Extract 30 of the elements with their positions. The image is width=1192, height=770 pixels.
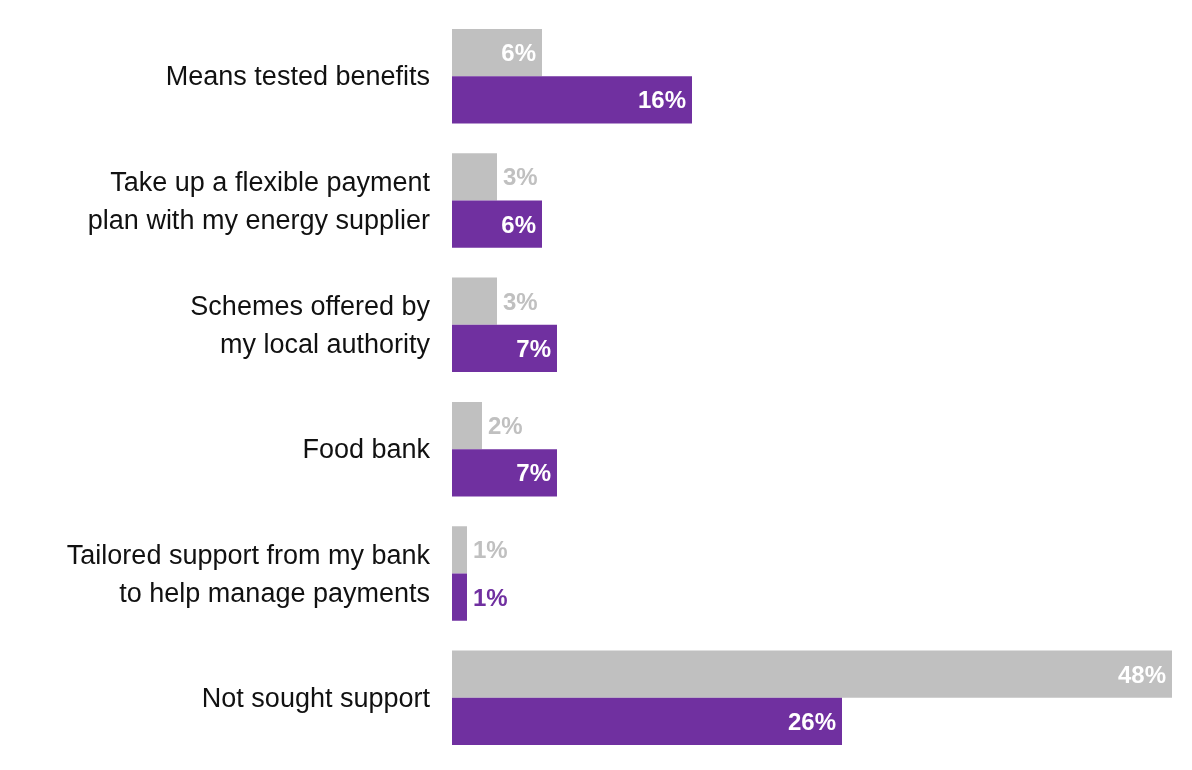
y-tick-label: Tailored support from my bank to help manage payments bbox=[66, 539, 431, 608]
bar bbox=[452, 28, 542, 77]
bar bbox=[452, 200, 542, 248]
bar bbox=[452, 650, 1172, 698]
y-tick-label: Means tested benefits bbox=[165, 61, 430, 92]
bar bbox=[452, 697, 842, 746]
data-label: 16% bbox=[637, 86, 686, 114]
data-label: 3% bbox=[503, 287, 538, 315]
bar bbox=[452, 277, 497, 325]
data-label: 48% bbox=[1117, 660, 1166, 688]
data-label: 7% bbox=[516, 334, 551, 362]
bar bbox=[452, 324, 557, 373]
y-tick-label: Schemes offered by my local authority bbox=[190, 290, 431, 359]
bar bbox=[452, 76, 692, 124]
data-label: 1% bbox=[473, 536, 508, 564]
data-label: 1% bbox=[473, 583, 508, 611]
data-label: 7% bbox=[516, 459, 551, 487]
bar bbox=[452, 401, 482, 450]
bar bbox=[452, 526, 467, 574]
data-label: 3% bbox=[503, 163, 538, 191]
data-label: 26% bbox=[787, 707, 836, 735]
data-label: 6% bbox=[501, 39, 536, 67]
data-label: 2% bbox=[488, 412, 523, 440]
bar bbox=[452, 573, 467, 621]
bar bbox=[452, 449, 557, 497]
y-tick-label: Not sought support bbox=[201, 682, 431, 713]
bar bbox=[452, 153, 497, 201]
y-tick-label: Take up a flexible payment plan with my energy supplier bbox=[87, 166, 431, 235]
data-label: 6% bbox=[501, 210, 536, 238]
y-tick-label: Food bank bbox=[302, 434, 431, 465]
